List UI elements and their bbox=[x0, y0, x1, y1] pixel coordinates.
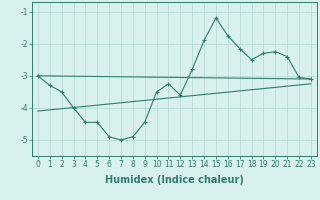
X-axis label: Humidex (Indice chaleur): Humidex (Indice chaleur) bbox=[105, 175, 244, 185]
